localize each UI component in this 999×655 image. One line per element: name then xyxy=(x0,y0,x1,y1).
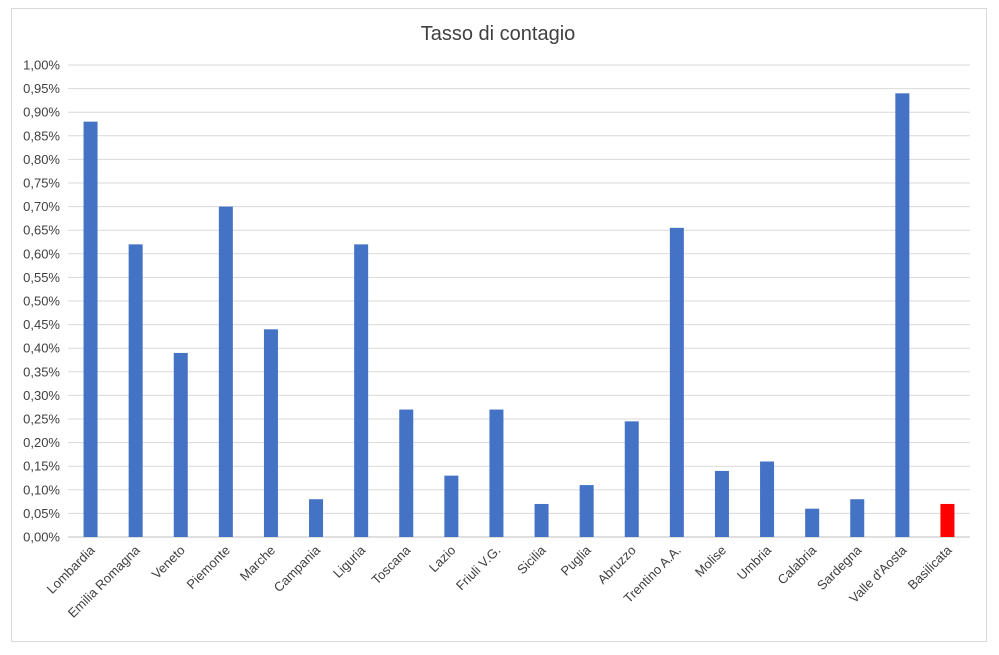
x-tick-label: Basilicata xyxy=(905,542,955,592)
x-tick-label: Piemonte xyxy=(184,543,233,592)
x-tick-label: Veneto xyxy=(149,543,188,582)
y-tick-label: 0,85% xyxy=(23,128,60,143)
y-tick-label: 0,80% xyxy=(23,152,60,167)
x-tick-label: Umbria xyxy=(734,542,775,583)
x-tick-label: Lazio xyxy=(426,543,459,576)
y-tick-label: 0,15% xyxy=(23,459,60,474)
x-tick-label: Campania xyxy=(271,542,324,595)
bar-toscana xyxy=(399,409,414,537)
bar-emilia-romagna xyxy=(128,244,143,538)
y-tick-label: 0,90% xyxy=(23,105,60,120)
bar-veneto xyxy=(173,352,188,537)
y-tick-label: 0,35% xyxy=(23,364,60,379)
bar-basilicata xyxy=(940,503,955,537)
bar-umbria xyxy=(760,461,775,537)
y-tick-label: 0,05% xyxy=(23,506,60,521)
bar-liguria xyxy=(354,244,369,538)
grid-lines xyxy=(68,64,970,538)
x-tick-label: Abruzzo xyxy=(595,543,639,587)
x-tick-label: Toscana xyxy=(369,542,414,587)
bar-marche xyxy=(263,329,278,537)
x-tick-label: Molise xyxy=(692,543,729,580)
y-tick-label: 0,60% xyxy=(23,246,60,261)
y-tick-label: 1,00% xyxy=(23,58,60,73)
x-tick-label: Friuli V.G. xyxy=(453,543,504,594)
y-axis-ticks: 0,00% 0,05% 0,10% 0,15% 0,20% 0,25% 0,30% 0,35%… xyxy=(23,58,60,545)
bar-campania xyxy=(309,499,324,537)
bar-piemonte xyxy=(218,206,233,537)
y-tick-label: 0,50% xyxy=(23,294,60,309)
y-tick-label: 0,55% xyxy=(23,270,60,285)
y-tick-label: 0,70% xyxy=(23,199,60,214)
y-tick-label: 0,10% xyxy=(23,482,60,497)
bar-lombardia xyxy=(83,121,98,537)
y-tick-label: 0,40% xyxy=(23,341,60,356)
y-tick-label: 0,30% xyxy=(23,388,60,403)
bar-sicilia xyxy=(534,503,549,537)
x-tick-label: Puglia xyxy=(558,542,595,579)
bar-trentino-a-a- xyxy=(669,227,684,537)
y-tick-label: 0,20% xyxy=(23,435,60,450)
y-tick-label: 0,25% xyxy=(23,412,60,427)
x-tick-label: Liguria xyxy=(330,542,369,581)
bar-valle-d-aosta xyxy=(895,93,910,537)
bar-friuli-v-g- xyxy=(489,409,504,537)
x-tick-label: Calabria xyxy=(774,542,819,587)
bar-lazio xyxy=(444,475,459,537)
bar-puglia xyxy=(579,485,594,537)
y-tick-label: 0,00% xyxy=(23,530,60,545)
y-tick-label: 0,65% xyxy=(23,223,60,238)
bar-molise xyxy=(714,470,729,537)
chart-title: Tasso di contagio xyxy=(421,23,576,45)
x-tick-label: Sicilia xyxy=(514,542,549,577)
y-tick-label: 0,45% xyxy=(23,317,60,332)
bars xyxy=(83,93,955,538)
x-tick-label: Marche xyxy=(237,543,278,584)
y-tick-label: 0,95% xyxy=(23,81,60,96)
y-tick-label: 0,75% xyxy=(23,176,60,191)
bar-sardegna xyxy=(850,499,865,537)
bar-calabria xyxy=(805,508,820,537)
bar-abruzzo xyxy=(624,421,639,537)
